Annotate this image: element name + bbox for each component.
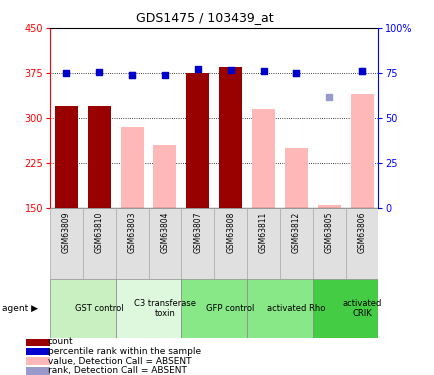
Text: GFP control: GFP control [206, 304, 254, 313]
Text: activated
CRIK: activated CRIK [342, 299, 381, 318]
Bar [214, 208, 247, 279]
Bar [148, 208, 181, 279]
Text: GSM63808: GSM63808 [226, 211, 235, 253]
Point [128, 72, 135, 78]
Bar [26, 338, 49, 346]
Point [358, 68, 365, 74]
Point [161, 72, 168, 78]
Bar [284, 148, 307, 208]
Bar [55, 106, 78, 208]
Point [358, 68, 365, 74]
Point [292, 69, 299, 75]
Bar [26, 348, 49, 355]
Text: agent ▶: agent ▶ [2, 304, 38, 313]
Bar [153, 145, 176, 208]
Point [128, 72, 135, 78]
Bar [50, 279, 115, 338]
Text: count: count [48, 338, 73, 346]
Point [194, 66, 201, 72]
Bar [26, 357, 49, 365]
Bar [312, 208, 345, 279]
Bar [219, 67, 242, 208]
Text: GSM63809: GSM63809 [62, 211, 71, 253]
Bar [317, 205, 340, 208]
Bar [82, 208, 115, 279]
Point [325, 94, 332, 100]
Point [260, 68, 266, 74]
Text: activated Rho: activated Rho [266, 304, 325, 313]
Bar [26, 367, 49, 375]
Text: C3 transferase
toxin: C3 transferase toxin [134, 299, 196, 318]
Bar [186, 73, 209, 208]
Text: GDS1475 / 103439_at: GDS1475 / 103439_at [135, 11, 273, 24]
Text: GSM63805: GSM63805 [324, 211, 333, 253]
Point [95, 69, 102, 75]
Bar [181, 279, 247, 338]
Bar [115, 279, 181, 338]
Text: GSM63811: GSM63811 [258, 211, 267, 253]
Bar [312, 279, 378, 338]
Bar [88, 106, 111, 208]
Text: percentile rank within the sample: percentile rank within the sample [48, 347, 201, 356]
Bar [251, 109, 274, 208]
Text: GSM63810: GSM63810 [95, 211, 104, 253]
Point [63, 70, 70, 76]
Bar [345, 208, 378, 279]
Bar [115, 208, 148, 279]
Bar [50, 208, 82, 279]
Text: GSM63812: GSM63812 [291, 211, 300, 253]
Text: value, Detection Call = ABSENT: value, Detection Call = ABSENT [48, 357, 191, 366]
Text: GSM63804: GSM63804 [160, 211, 169, 253]
Point [292, 70, 299, 76]
Text: GSM63806: GSM63806 [357, 211, 366, 253]
Text: GSM63803: GSM63803 [127, 211, 136, 253]
Text: GST control: GST control [75, 304, 123, 313]
Bar [350, 94, 373, 208]
Bar [120, 127, 143, 208]
Bar [247, 279, 312, 338]
Point [227, 67, 233, 73]
Text: GSM63807: GSM63807 [193, 211, 202, 253]
Bar [247, 208, 279, 279]
Text: rank, Detection Call = ABSENT: rank, Detection Call = ABSENT [48, 366, 186, 375]
Bar [279, 208, 312, 279]
Bar [181, 208, 214, 279]
